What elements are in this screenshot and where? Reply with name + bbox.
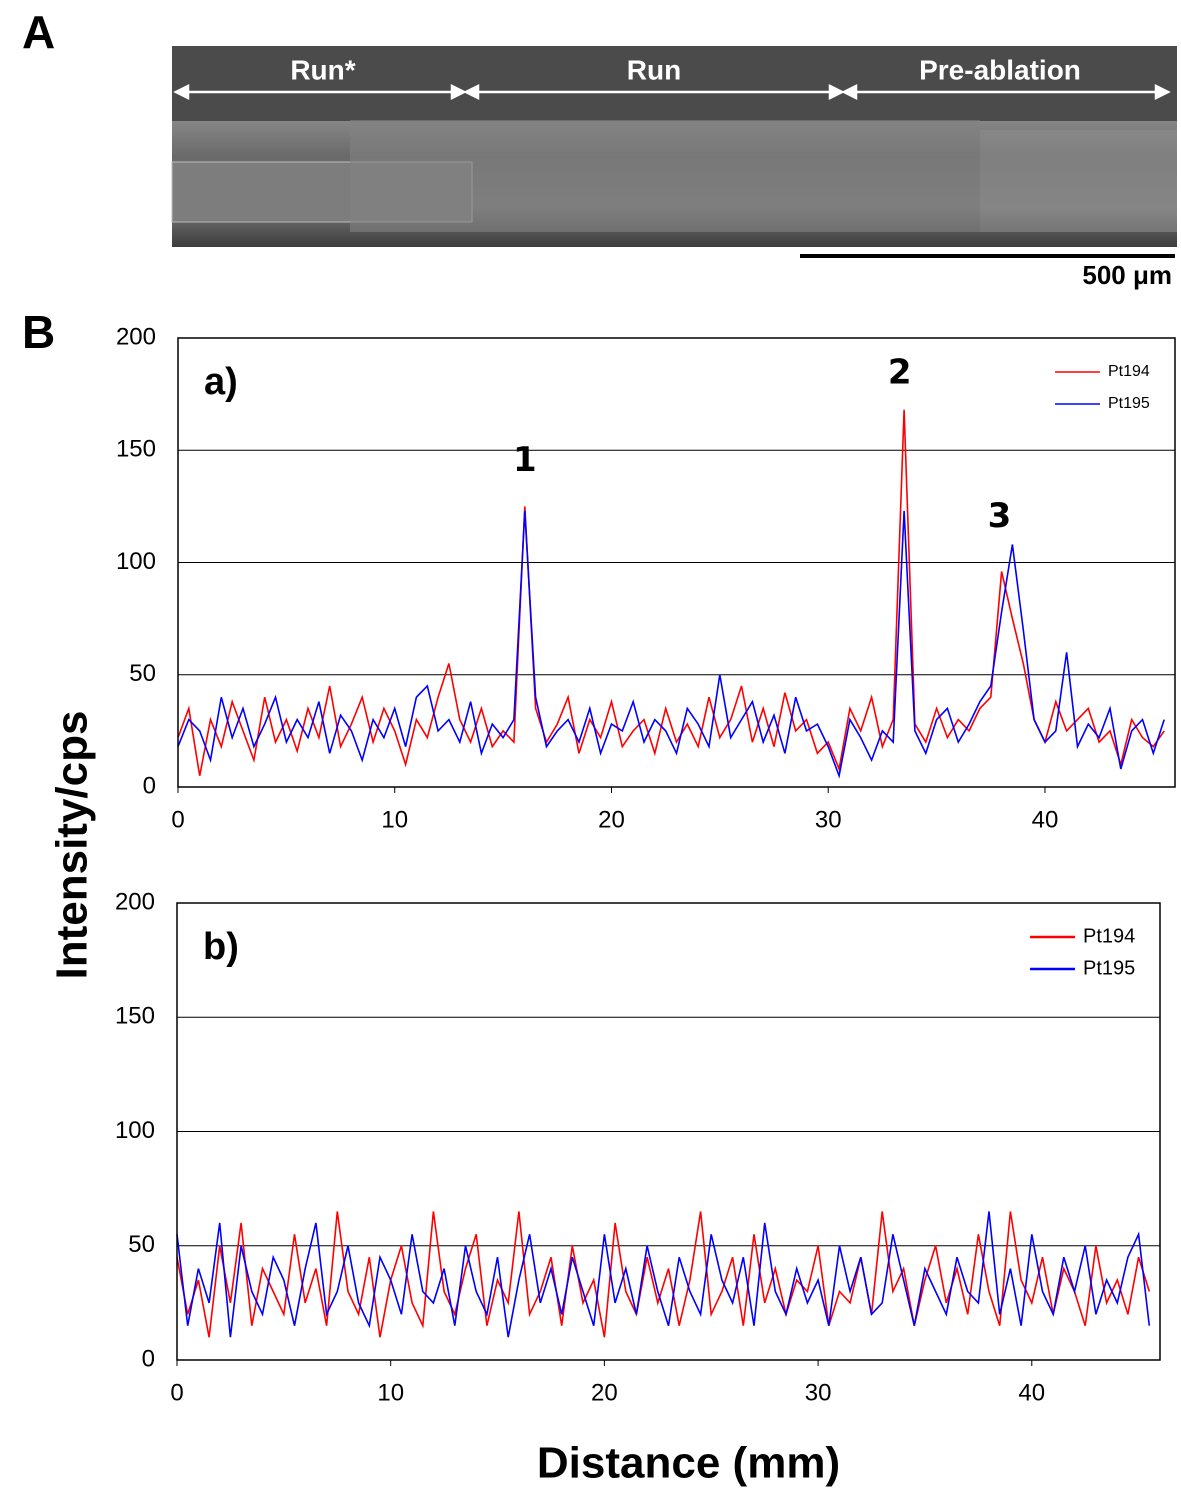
y-tick-label: 100 [115, 1117, 155, 1144]
data-line [177, 409, 1165, 776]
x-axis-label: Distance (mm) [537, 1439, 840, 1488]
x-tick-label: 10 [381, 806, 408, 833]
region-label: Run* [290, 54, 355, 85]
plot-frame [176, 902, 1161, 1361]
y-tick-label: 150 [115, 1003, 155, 1030]
panel-label: a) [204, 361, 238, 403]
legend-label: Pt195 [1083, 957, 1135, 979]
data-line [177, 510, 1165, 779]
legend-label: Pt194 [1108, 363, 1150, 380]
legend-label: Pt195 [1108, 395, 1150, 412]
scale-bar-label: 500 μm [1082, 260, 1172, 290]
panel-label: B [22, 306, 55, 358]
y-tick-label: 200 [116, 323, 156, 350]
y-axis-label: Intensity/cps [48, 711, 97, 980]
y-tick-label: 200 [115, 888, 155, 915]
x-tick-label: 20 [598, 806, 625, 833]
y-tick-label: 0 [142, 1345, 155, 1372]
y-tick-label: 100 [116, 548, 156, 575]
panel-label: b) [203, 926, 239, 968]
x-tick-label: 0 [171, 806, 184, 833]
plot-frame [177, 337, 1176, 788]
y-tick-label: 0 [143, 772, 156, 799]
x-tick-label: 40 [1032, 806, 1059, 833]
data-line [176, 1211, 1151, 1338]
peak-label: 3 [988, 496, 1012, 536]
y-tick-label: 50 [129, 660, 156, 687]
peak-label: 1 [513, 440, 537, 480]
panel-label: A [22, 6, 55, 58]
region-arrows [173, 83, 1171, 101]
x-tick-label: 20 [591, 1379, 618, 1406]
x-tick-label: 30 [805, 1379, 832, 1406]
data-line [176, 1211, 1151, 1338]
region-label: Pre-ablation [919, 54, 1081, 85]
sem-background [172, 46, 1177, 121]
sem-wire [980, 130, 1177, 232]
x-tick-label: 30 [815, 806, 842, 833]
sem-wire [350, 120, 980, 232]
x-tick-label: 0 [170, 1379, 183, 1406]
peak-label: 2 [888, 352, 912, 392]
legend-label: Pt194 [1083, 925, 1135, 947]
y-tick-label: 50 [128, 1231, 155, 1258]
x-tick-label: 40 [1018, 1379, 1045, 1406]
x-tick-label: 10 [377, 1379, 404, 1406]
y-tick-label: 150 [116, 436, 156, 463]
region-label: Run [627, 54, 681, 85]
